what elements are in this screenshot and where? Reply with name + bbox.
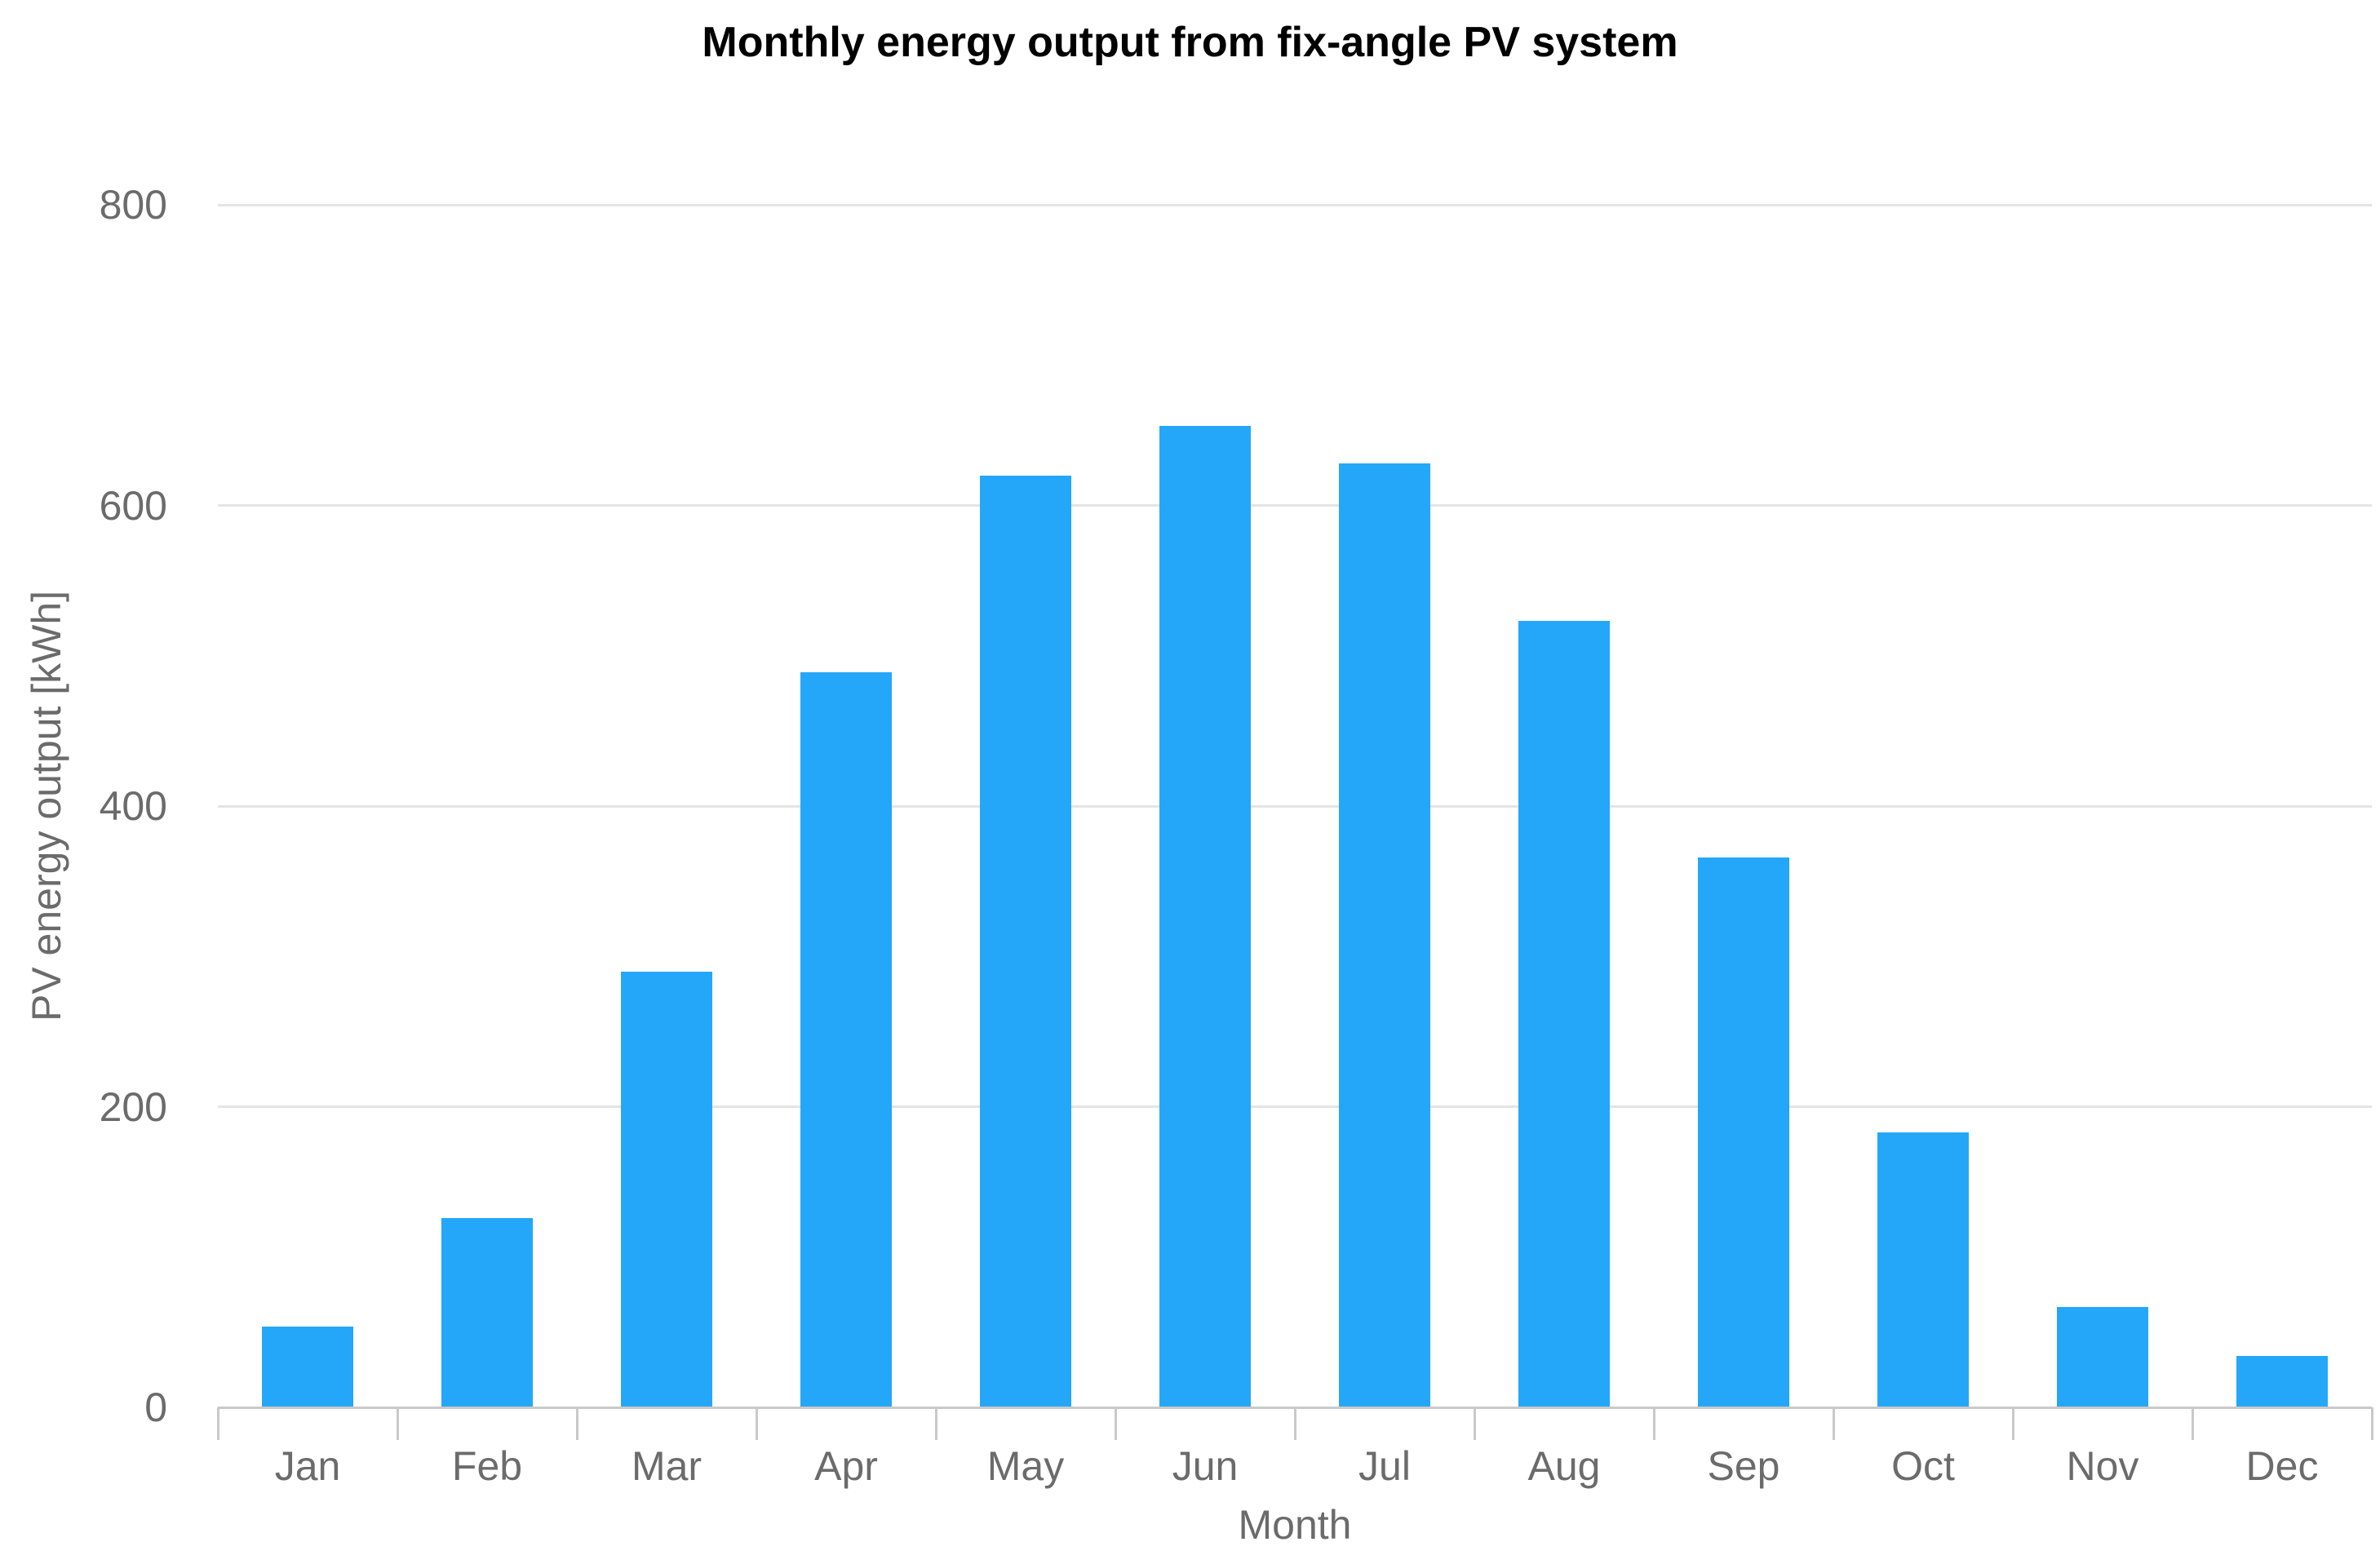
x-tick-mark (1652, 1407, 1655, 1440)
bar-jul (1339, 463, 1430, 1407)
bar-oct (1877, 1132, 1969, 1407)
x-tick-label-apr: Apr (814, 1443, 878, 1489)
bar-feb (441, 1217, 533, 1407)
bar-mar (621, 971, 712, 1407)
y-tick-label: 0 (144, 1385, 167, 1430)
x-tick-label-oct: Oct (1891, 1443, 1955, 1489)
x-axis-title: Month (1238, 1502, 1352, 1548)
chart-title: Monthly energy output from fix-angle PV … (702, 19, 1678, 66)
gridline-y-200 (218, 1105, 2372, 1108)
x-tick-label-feb: Feb (451, 1443, 523, 1489)
x-tick-label-aug: Aug (1527, 1443, 1601, 1489)
bar-dec (2236, 1356, 2328, 1407)
x-tick-mark (1114, 1407, 1117, 1440)
x-tick-label-nov: Nov (2066, 1443, 2139, 1489)
x-tick-mark (2370, 1407, 2373, 1440)
x-tick-mark (2011, 1407, 2014, 1440)
y-tick-label: 800 (99, 182, 167, 228)
x-tick-mark (934, 1407, 937, 1440)
x-tick-mark (755, 1407, 758, 1440)
bar-apr (800, 672, 892, 1407)
x-tick-mark (1293, 1407, 1296, 1440)
x-tick-label-jan: Jan (274, 1443, 341, 1489)
x-tick-label-sep: Sep (1707, 1443, 1780, 1489)
bar-jun (1159, 425, 1251, 1407)
x-tick-mark (1832, 1407, 1835, 1440)
bar-sep (1698, 857, 1789, 1407)
y-tick-label: 600 (99, 482, 167, 529)
x-tick-label-mar: Mar (631, 1443, 702, 1489)
y-tick-label: 400 (99, 783, 167, 829)
x-tick-label-may: May (986, 1443, 1065, 1489)
x-tick-mark (1473, 1407, 1476, 1440)
x-tick-label-jul: Jul (1358, 1443, 1411, 1489)
gridline-y-800 (218, 203, 2372, 206)
x-tick-mark (396, 1407, 399, 1440)
x-tick-label-jun: Jun (1172, 1443, 1239, 1489)
gridline-y-600 (218, 504, 2372, 507)
gridline-y-400 (218, 804, 2372, 808)
x-tick-mark (216, 1407, 219, 1440)
x-tick-mark (575, 1407, 578, 1440)
x-tick-mark (2191, 1407, 2194, 1440)
x-tick-label-dec: Dec (2245, 1443, 2319, 1489)
bar-aug (1518, 621, 1610, 1407)
bar-may (980, 475, 1071, 1407)
y-tick-label: 200 (99, 1083, 167, 1130)
bar-nov (2057, 1306, 2148, 1407)
bar-jan (262, 1326, 353, 1407)
